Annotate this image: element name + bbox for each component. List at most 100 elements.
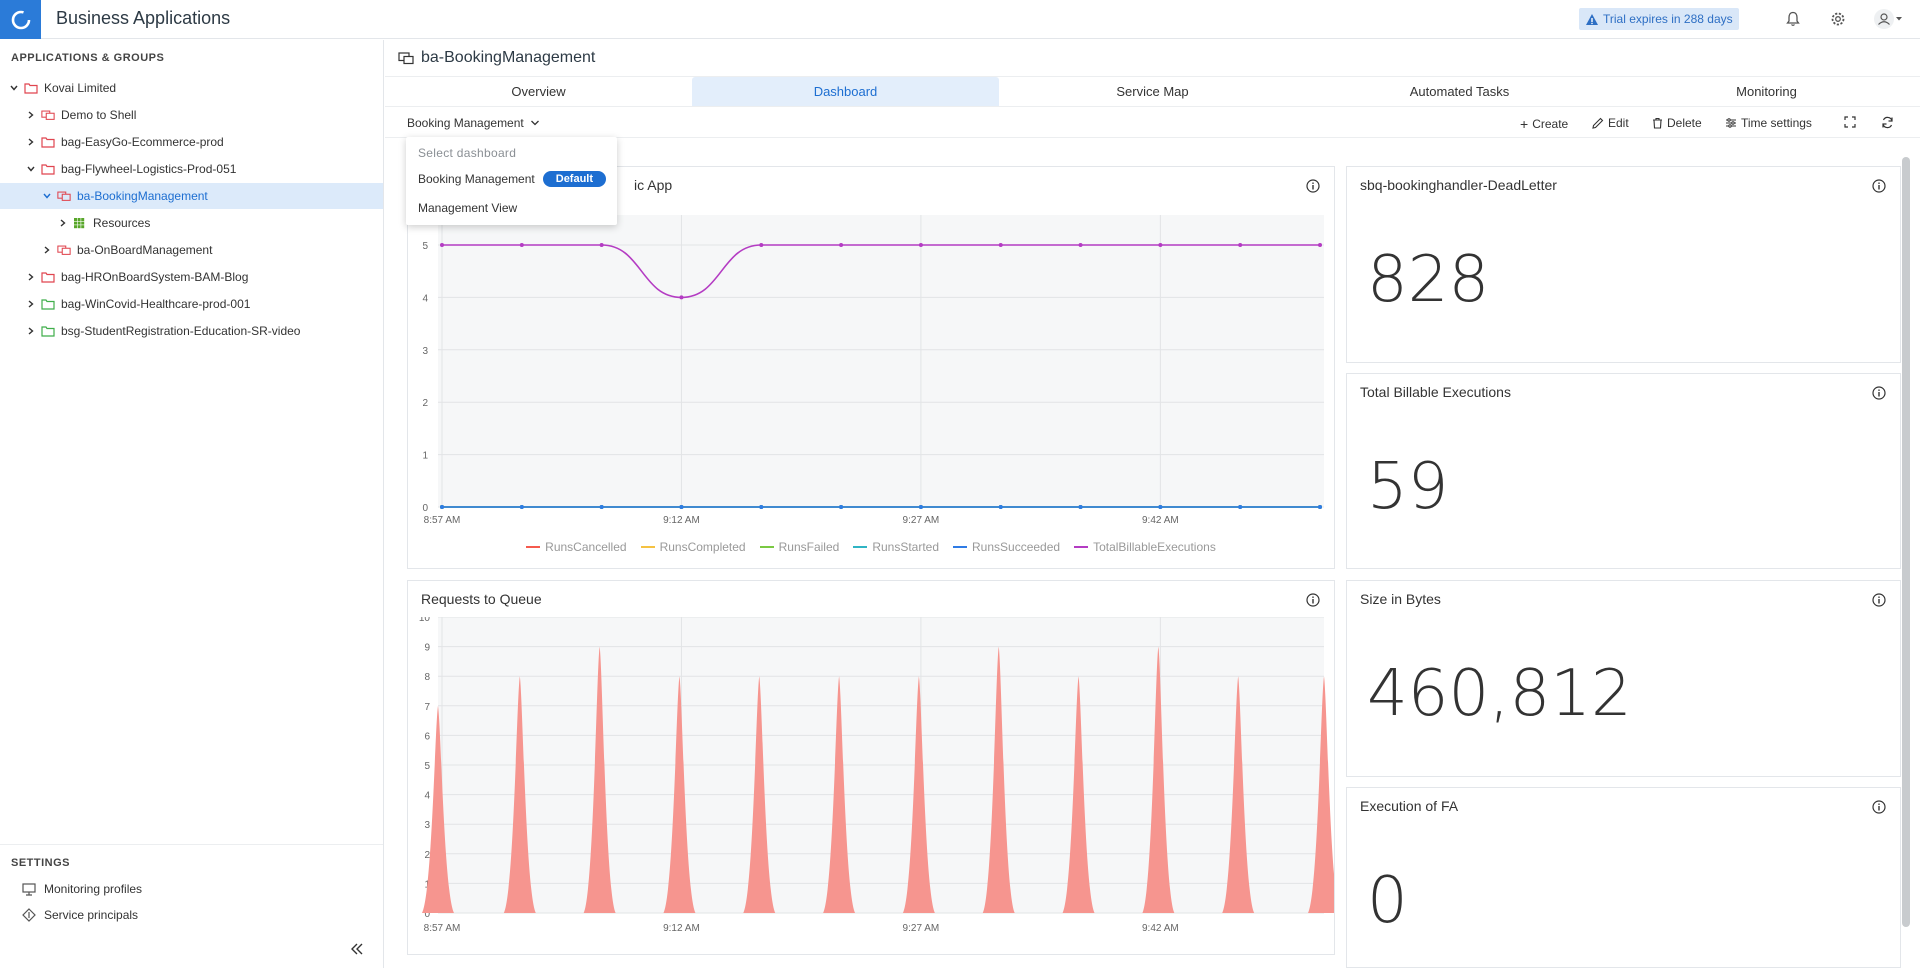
tab-overview[interactable]: Overview <box>511 84 566 99</box>
chevron-down-icon[interactable] <box>25 163 37 175</box>
dashboard-selector-label: Booking Management <box>407 116 524 130</box>
chevron-right-icon[interactable] <box>25 298 37 310</box>
folder-icon <box>41 163 55 175</box>
tab-dashboard[interactable]: Dashboard <box>692 77 999 106</box>
refresh-button[interactable] <box>1881 116 1894 129</box>
app-icon <box>398 51 414 64</box>
info-icon[interactable] <box>1872 593 1886 607</box>
app-title: Business Applications <box>56 8 231 28</box>
chevron-right-icon[interactable] <box>25 136 37 148</box>
info-icon[interactable] <box>1306 179 1320 193</box>
legend-item[interactable]: RunsFailed <box>759 540 839 554</box>
refresh-icon <box>1882 116 1893 129</box>
area-spike <box>663 676 696 913</box>
data-point <box>599 243 604 247</box>
warning-icon <box>1586 13 1598 25</box>
info-icon[interactable] <box>1306 593 1320 607</box>
app-logo[interactable] <box>0 0 41 39</box>
create-button[interactable]: + Create <box>1520 116 1568 132</box>
x-tick-label: 9:12 AM <box>663 923 700 934</box>
area-spike <box>823 676 856 913</box>
dashboard-toolbar: Booking Management + Create Edit Delete … <box>385 108 1920 138</box>
legend-item[interactable]: RunsStarted <box>853 540 939 554</box>
tree-item-kovai-limited[interactable]: Kovai Limited <box>0 75 383 101</box>
chevron-right-icon[interactable] <box>57 217 69 229</box>
data-point <box>998 505 1003 509</box>
info-icon[interactable] <box>1872 179 1886 193</box>
chevron-right-icon[interactable] <box>25 325 37 337</box>
tab-service-map[interactable]: Service Map <box>1116 84 1189 99</box>
y-tick-label: 3 <box>424 820 430 831</box>
widget-title: Requests to Queue <box>421 591 542 607</box>
legend-item[interactable]: RunsSucceeded <box>953 540 1060 554</box>
sliders-icon <box>1726 118 1736 128</box>
divider <box>0 844 383 845</box>
chevron-down-icon[interactable] <box>41 190 53 202</box>
plot-area <box>438 215 1324 507</box>
fullscreen-button[interactable] <box>1844 116 1856 128</box>
tree-item-hronboard[interactable]: bag-HROnBoardSystem-BAM-Blog <box>0 264 383 290</box>
legend-item[interactable]: RunsCancelled <box>526 540 627 554</box>
tree-item-easygo[interactable]: bag-EasyGo-Ecommerce-prod <box>0 129 383 155</box>
edit-label: Edit <box>1608 116 1629 130</box>
notifications-button[interactable] <box>1783 9 1803 29</box>
tree-item-booking-management[interactable]: ba-BookingManagement <box>0 183 383 209</box>
data-point <box>1078 505 1083 509</box>
info-icon[interactable] <box>1872 386 1886 400</box>
legend-swatch <box>640 546 655 548</box>
dropdown-item-booking-management[interactable]: Booking Management Default <box>418 171 607 187</box>
sidebar-heading: APPLICATIONS & GROUPS <box>11 52 165 64</box>
collapse-sidebar-button[interactable] <box>349 941 365 957</box>
expand-icon <box>1844 116 1856 128</box>
y-tick-label: 4 <box>422 293 428 304</box>
y-tick-label: 2 <box>422 398 428 409</box>
chevron-right-icon[interactable] <box>25 271 37 283</box>
chevron-down-icon[interactable] <box>8 82 20 94</box>
edit-button[interactable]: Edit <box>1592 116 1629 130</box>
tree-item-wincovid[interactable]: bag-WinCovid-Healthcare-prod-001 <box>0 291 383 317</box>
data-point <box>839 243 844 247</box>
dropdown-heading: Select dashboard <box>418 146 517 160</box>
widget-logic-app-runs: ic App 0 1 2 3 4 5 8:57 AM 9:12 AM 9:27 AM 9:42 A… <box>407 166 1335 569</box>
tree-item-resources[interactable]: Resources <box>0 210 383 236</box>
data-point <box>519 243 524 247</box>
legend-swatch <box>526 546 541 548</box>
chevron-right-icon[interactable] <box>41 244 53 256</box>
page-title-text: ba-BookingManagement <box>421 49 596 66</box>
tree-item-flywheel[interactable]: bag-Flywheel-Logistics-Prod-051 <box>0 156 383 182</box>
widget-title: Execution of FA <box>1360 798 1459 814</box>
dashboard-selector[interactable]: Booking Management <box>407 116 540 130</box>
chevron-right-icon[interactable] <box>25 109 37 121</box>
monitoring-profiles-link[interactable]: Monitoring profiles <box>22 882 142 896</box>
info-icon[interactable] <box>1872 800 1886 814</box>
tab-monitoring[interactable]: Monitoring <box>1736 84 1797 99</box>
trial-banner[interactable]: Trial expires in 288 days <box>1579 8 1739 30</box>
tab-automated-tasks[interactable]: Automated Tasks <box>1409 84 1510 99</box>
delete-button[interactable]: Delete <box>1652 116 1702 130</box>
legend-item[interactable]: RunsCompleted <box>640 540 746 554</box>
service-principals-link[interactable]: Service principals <box>22 908 138 922</box>
tree-item-onboard-management[interactable]: ba-OnBoardManagement <box>0 237 383 263</box>
area-spike <box>1142 646 1175 913</box>
time-settings-button[interactable]: Time settings <box>1725 116 1812 130</box>
area-spike <box>583 646 616 913</box>
tree-item-demo-to-shell[interactable]: Demo to Shell <box>0 102 383 128</box>
dropdown-item-management-view[interactable]: Management View <box>418 201 517 215</box>
kpi-value: 828 <box>1367 243 1490 317</box>
tree-item-label: ba-OnBoardManagement <box>77 243 213 257</box>
scrollbar[interactable] <box>1902 157 1910 927</box>
settings-button[interactable] <box>1828 9 1848 29</box>
data-point <box>759 243 764 247</box>
service-principals-label: Service principals <box>44 908 139 922</box>
tree-item-student-registration[interactable]: bsg-StudentRegistration-Education-SR-vid… <box>0 318 383 344</box>
tree-item-label: Kovai Limited <box>44 81 117 95</box>
dashboard-dropdown: Select dashboard Booking Management Defa… <box>406 137 617 225</box>
legend-label: RunsStarted <box>872 540 940 554</box>
kpi-value: 59 <box>1367 450 1449 524</box>
data-point <box>1078 243 1083 247</box>
user-menu[interactable] <box>1870 9 1906 29</box>
legend-item[interactable]: TotalBillableExecutions <box>1074 540 1216 554</box>
avatar-icon <box>1874 9 1894 29</box>
delete-label: Delete <box>1667 116 1702 130</box>
y-tick-label: 9 <box>424 643 430 654</box>
